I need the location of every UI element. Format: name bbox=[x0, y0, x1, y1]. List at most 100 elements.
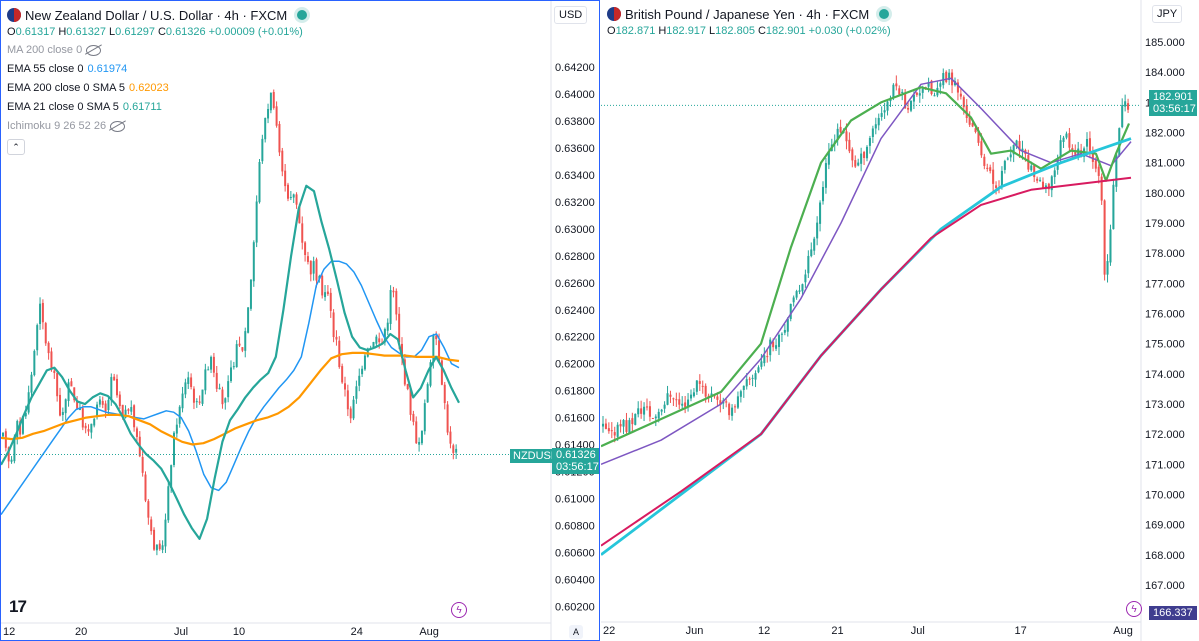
candle bbox=[789, 303, 792, 322]
candle bbox=[631, 412, 634, 432]
candle bbox=[863, 150, 866, 166]
y-tick-label: 0.62400 bbox=[555, 305, 595, 317]
nzdusd-chart-canvas[interactable]: 0.64200 0.64000 0.63800 0.63600 0.63400 0.632… bbox=[1, 1, 600, 641]
candle bbox=[64, 398, 67, 421]
candle bbox=[643, 402, 646, 422]
y-tick-label: 176.000 bbox=[1145, 308, 1185, 320]
candle bbox=[386, 318, 389, 336]
candle bbox=[443, 381, 446, 410]
candle bbox=[607, 422, 610, 434]
candle bbox=[210, 355, 213, 374]
candle bbox=[332, 309, 335, 343]
candle bbox=[907, 101, 910, 114]
candle bbox=[604, 418, 607, 430]
candle bbox=[898, 85, 901, 96]
y-tick-label: 0.62000 bbox=[555, 359, 595, 371]
y-tick-label: 0.62200 bbox=[555, 332, 595, 344]
y-tick-label: 172.000 bbox=[1145, 429, 1185, 441]
candle bbox=[420, 430, 423, 446]
indicator-row[interactable]: Ichimoku 9 26 52 26 bbox=[7, 117, 307, 136]
symbol-tag: NZDUSD bbox=[510, 449, 562, 463]
indicator-row[interactable]: MA 200 close 0 bbox=[7, 41, 307, 60]
candle bbox=[821, 181, 825, 205]
candle bbox=[992, 162, 995, 192]
candle bbox=[1018, 134, 1021, 158]
candle bbox=[412, 410, 415, 426]
ohlc-key: C bbox=[157, 26, 166, 38]
candle bbox=[118, 391, 121, 409]
indicator-list: MA 200 close 0 EMA 55 close 0 0.61974 EMA 2… bbox=[7, 41, 307, 136]
candle bbox=[212, 352, 215, 378]
candle bbox=[877, 113, 880, 131]
chart-pane-gbpjpy[interactable]: 185.000184.000183.000182.000181.000180.0… bbox=[601, 0, 1199, 641]
candle bbox=[346, 384, 349, 417]
hidden-eye-icon[interactable] bbox=[86, 45, 102, 56]
candle bbox=[87, 424, 90, 436]
y-tick-label: 177.000 bbox=[1145, 278, 1185, 290]
hidden-eye-icon[interactable] bbox=[110, 121, 126, 132]
candle bbox=[59, 387, 61, 417]
collapse-legend-button[interactable]: ⌃ bbox=[7, 139, 25, 155]
legend-gbpjpy: British Pound / Japanese Yen · 4h · FXCM… bbox=[607, 5, 894, 40]
gbpjpy-chart-canvas[interactable]: 185.000184.000183.000182.000181.000180.0… bbox=[601, 0, 1199, 641]
symbol-title[interactable]: New Zealand Dollar / U.S. Dollar · 4h · … bbox=[25, 7, 288, 23]
indicator-row[interactable]: EMA 21 close 0 SMA 5 0.61711 bbox=[7, 98, 307, 117]
candle bbox=[292, 193, 295, 204]
candle bbox=[312, 256, 315, 281]
candle bbox=[84, 422, 87, 434]
symbol-title-row[interactable]: British Pound / Japanese Yen · 4h · FXCM bbox=[607, 5, 894, 23]
candle bbox=[1097, 164, 1100, 184]
candle bbox=[321, 274, 324, 299]
candle bbox=[53, 367, 56, 379]
candle bbox=[780, 332, 783, 342]
candle bbox=[235, 340, 238, 368]
candle bbox=[675, 392, 678, 407]
chart-pane-nzdusd[interactable]: 0.64200 0.64000 0.63800 0.63600 0.63400 0.632… bbox=[0, 0, 600, 641]
ohlc-value: 0.61326 bbox=[165, 26, 206, 38]
candle bbox=[751, 374, 754, 387]
symbol-title[interactable]: British Pound / Japanese Yen · 4h · FXCM bbox=[625, 6, 870, 22]
indicator-row[interactable]: EMA 55 close 0 0.61974 bbox=[7, 60, 307, 79]
candle bbox=[175, 418, 178, 438]
indicator-row[interactable]: EMA 200 close 0 SMA 5 0.62023 bbox=[7, 79, 307, 98]
x-tick-label: Jul bbox=[911, 625, 925, 637]
candle bbox=[895, 75, 898, 91]
lightning-icon[interactable]: ϟ bbox=[451, 602, 467, 618]
candle bbox=[986, 163, 989, 172]
currency-button-usd[interactable]: USD bbox=[554, 6, 588, 24]
candle bbox=[684, 395, 687, 414]
y-tick-label: 0.60800 bbox=[555, 520, 595, 532]
candle bbox=[249, 279, 252, 311]
candle bbox=[218, 383, 221, 390]
candle bbox=[101, 396, 104, 409]
candle bbox=[338, 336, 341, 369]
candle bbox=[446, 401, 449, 436]
moving-average-line bbox=[601, 86, 1131, 448]
candle bbox=[452, 443, 455, 460]
candle bbox=[839, 119, 842, 134]
indicator-value: 0.61711 bbox=[122, 101, 162, 113]
candle bbox=[933, 92, 936, 97]
candle bbox=[306, 251, 309, 265]
candle bbox=[47, 341, 50, 360]
ohlc-key: H bbox=[658, 25, 667, 37]
symbol-title-row[interactable]: New Zealand Dollar / U.S. Dollar · 4h · … bbox=[7, 6, 308, 24]
ohlc-key: L bbox=[109, 26, 116, 38]
nzd-flag-icon bbox=[7, 8, 21, 22]
auto-scale-button[interactable]: A bbox=[569, 625, 583, 639]
candle bbox=[449, 426, 452, 449]
candle bbox=[701, 380, 704, 394]
candle bbox=[983, 153, 986, 170]
candle bbox=[36, 323, 39, 356]
currency-button-jpy[interactable]: JPY bbox=[1152, 5, 1183, 23]
candle bbox=[284, 163, 287, 192]
ohlc-value: 182.917 bbox=[666, 25, 707, 37]
candle bbox=[1015, 139, 1018, 150]
indicator-value: 0.62023 bbox=[129, 82, 169, 94]
candle bbox=[1041, 177, 1045, 189]
lightning-icon[interactable]: ϟ bbox=[1126, 601, 1142, 617]
candle bbox=[164, 513, 167, 553]
tradingview-logo[interactable]: 17 bbox=[9, 597, 27, 616]
x-tick-label: Jul bbox=[174, 626, 188, 638]
x-tick-label: 10 bbox=[233, 626, 245, 638]
